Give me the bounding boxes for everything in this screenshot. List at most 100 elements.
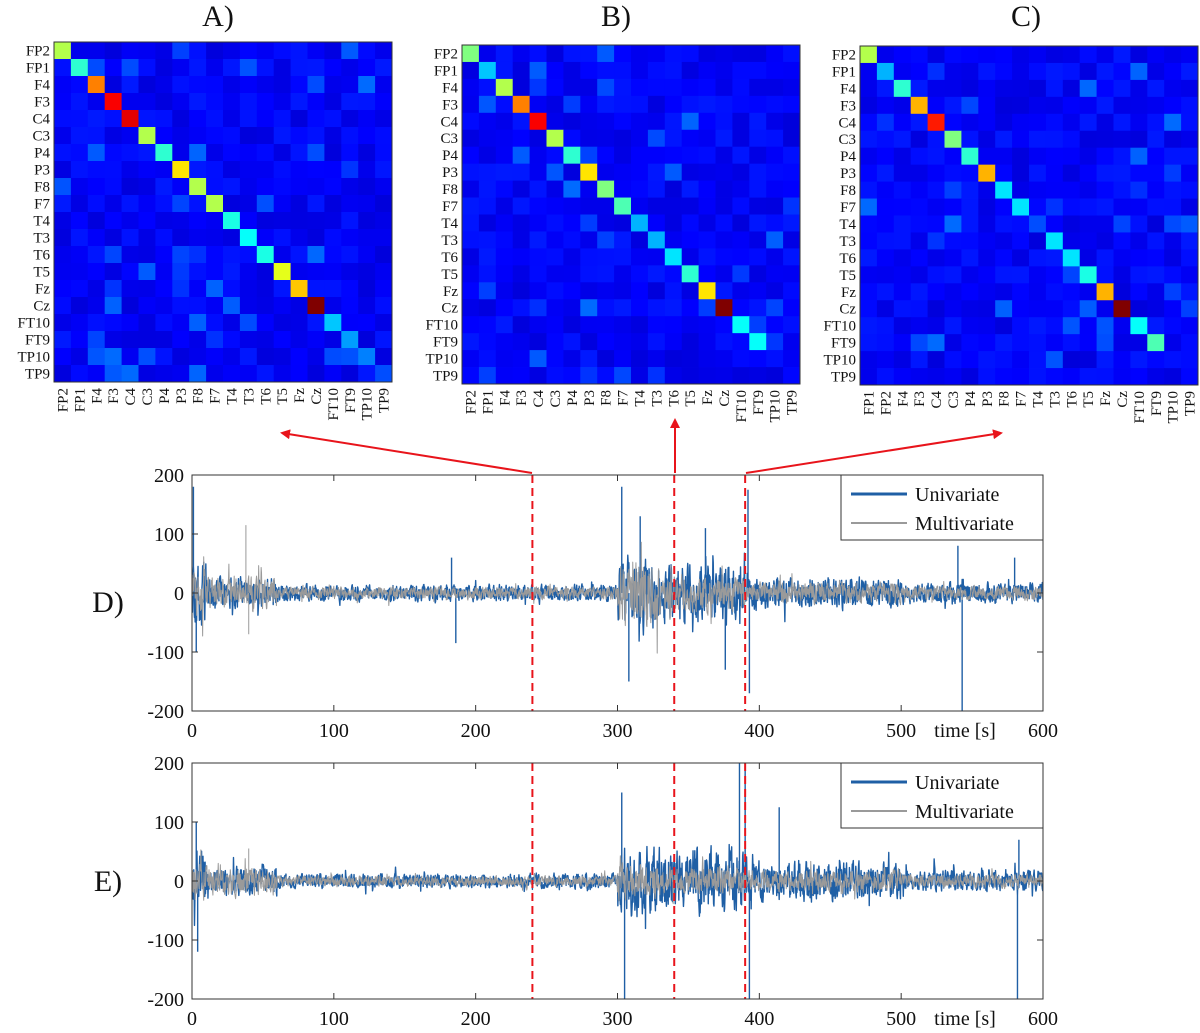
heatmap-cell <box>307 93 325 111</box>
heatmap-cell <box>529 316 547 334</box>
heatmap-cell <box>70 144 89 162</box>
heatmap-cell <box>732 265 750 283</box>
heatmap-cell <box>1062 368 1081 386</box>
heatmap-cell <box>495 112 514 131</box>
heatmap-cell <box>698 45 716 63</box>
heatmap-cell <box>978 62 996 81</box>
heatmap-cell <box>223 331 241 349</box>
heatmap-cell <box>631 146 649 165</box>
heatmap-cell <box>155 110 173 128</box>
heatmap-cell <box>1062 351 1081 369</box>
heatmap-cell <box>944 79 962 98</box>
heatmap-cell <box>978 198 996 216</box>
heatmap-cell <box>944 300 962 318</box>
heatmap-cell <box>944 46 962 64</box>
heatmap-cell <box>995 232 1013 250</box>
heatmap-cell <box>324 246 342 264</box>
heatmap-cell <box>766 231 784 249</box>
heatmap-cell <box>732 197 750 215</box>
heatmap-cell <box>563 163 581 181</box>
heatmap-cell <box>206 263 224 281</box>
heatmap-cell <box>647 333 666 351</box>
heatmap-cell <box>529 78 547 97</box>
heatmap-cell <box>1029 79 1047 98</box>
heatmap-cell <box>1062 96 1081 115</box>
heatmap-cell <box>239 348 258 366</box>
heatmap-cell <box>54 42 72 60</box>
heatmap-cell <box>1130 283 1148 301</box>
heatmap-cell <box>341 297 359 315</box>
heatmap-cell <box>462 61 480 80</box>
heatmap-cell <box>876 317 895 335</box>
heatmap-cell <box>1130 147 1148 166</box>
heatmap-cell <box>860 232 878 250</box>
heatmap-cell <box>698 367 716 385</box>
heatmap-cell <box>1012 96 1030 115</box>
heatmap-cell <box>358 280 376 298</box>
heatmap-cell <box>927 317 945 335</box>
heatmap-cell <box>223 195 241 213</box>
heatmap-cell <box>698 214 716 232</box>
row-label: TP10 <box>425 352 458 368</box>
heatmap-cell <box>307 263 325 281</box>
heatmap-cell <box>290 127 308 145</box>
heatmap-cell <box>910 147 928 166</box>
heatmap-cell <box>961 334 979 352</box>
heatmap-cell <box>1130 249 1148 267</box>
heatmap-cell <box>944 249 962 267</box>
heatmap-cell <box>1181 113 1199 132</box>
heatmap-cell <box>860 164 878 182</box>
heatmap-cell <box>307 178 325 196</box>
col-label: T3 <box>241 388 257 405</box>
heatmap-cell <box>783 129 801 148</box>
heatmap-cell <box>341 178 359 196</box>
heatmap-cell <box>341 331 359 349</box>
heatmap-cell <box>206 297 224 315</box>
heatmap-cell <box>307 297 325 315</box>
col-label: FP1 <box>72 388 88 412</box>
col-label: FT9 <box>751 390 767 415</box>
heatmap-cell <box>766 265 784 283</box>
heatmap-cell <box>893 249 912 267</box>
heatmap-cell <box>121 246 139 264</box>
col-label: T4 <box>224 388 240 405</box>
col-label: FT10 <box>326 388 342 421</box>
heatmap-cell <box>647 112 666 131</box>
heatmap-cell <box>860 300 878 318</box>
heatmap-cell <box>1012 215 1030 233</box>
heatmap-cell <box>155 297 173 315</box>
heatmap-cell <box>341 76 359 94</box>
heatmap-cell <box>927 232 945 250</box>
heatmap-cell <box>860 317 878 335</box>
heatmap-cell <box>512 45 530 63</box>
heatmap-cell <box>495 367 514 385</box>
row-label: TP10 <box>17 350 50 366</box>
heatmap-cell <box>239 246 258 264</box>
heatmap-cell <box>1045 113 1064 132</box>
col-label: TP10 <box>360 388 376 421</box>
heatmap-cell <box>307 246 325 264</box>
heatmap-cell <box>121 178 139 196</box>
heatmap-cell <box>375 59 393 77</box>
heatmap-cell <box>749 146 767 165</box>
heatmap-cell <box>860 334 878 352</box>
x-tick-label: 600 <box>1028 720 1058 742</box>
heatmap-cell <box>995 266 1013 284</box>
heatmap-cell <box>1079 130 1097 149</box>
heatmap-cell <box>529 61 547 80</box>
heatmap-cell <box>1062 334 1081 352</box>
heatmap-cell <box>273 76 291 94</box>
heatmap-cell <box>1029 283 1047 301</box>
heatmap-cell <box>1147 79 1165 98</box>
heatmap-cell <box>206 229 224 247</box>
heatmap-cell <box>631 367 649 385</box>
heatmap-cell <box>495 78 514 97</box>
heatmap-cell <box>462 248 480 266</box>
heatmap-cell <box>664 350 683 368</box>
heatmap-cell <box>631 45 649 63</box>
heatmap-cell <box>597 129 615 148</box>
heatmap-cell <box>54 144 72 162</box>
heatmap-cell <box>223 280 241 298</box>
heatmap-cell <box>681 333 699 351</box>
heatmap-cell <box>239 144 258 162</box>
